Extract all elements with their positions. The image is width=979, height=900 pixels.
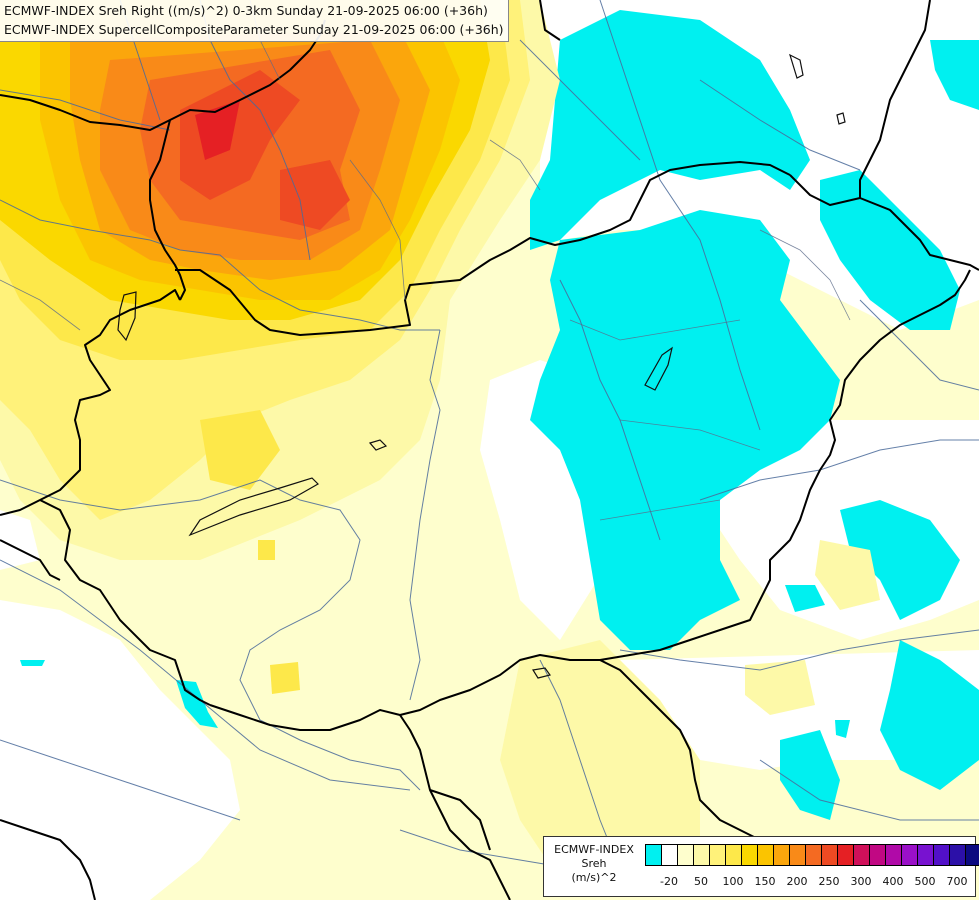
color-legend: ECMWF-INDEX Sreh (m/s)^2 -20 50 100 150 200 2… xyxy=(543,836,979,897)
helicity-positive-areas xyxy=(0,0,880,880)
legend-swatch xyxy=(949,844,966,866)
legend-tick-label: 700 xyxy=(946,875,968,888)
legend-swatch xyxy=(709,844,726,866)
legend-title: ECMWF-INDEX Sreh (m/s)^2 xyxy=(544,843,644,885)
legend-swatch xyxy=(965,844,979,866)
legend-tick-label: -20 xyxy=(660,875,678,888)
legend-tick-label: 100 xyxy=(722,875,744,888)
legend-swatch xyxy=(821,844,838,866)
map-title-box: ECMWF-INDEX Sreh Right ((m/s)^2) 0-3km S… xyxy=(0,0,509,42)
legend-title-line-3: (m/s)^2 xyxy=(571,871,617,884)
legend-swatch xyxy=(645,844,662,866)
legend-swatch xyxy=(789,844,806,866)
legend-swatch xyxy=(661,844,678,866)
legend-tick-label: 150 xyxy=(754,875,776,888)
legend-swatch xyxy=(757,844,774,866)
map-title-line-2: ECMWF-INDEX SupercellCompositeParameter … xyxy=(4,22,504,37)
legend-title-line-2: Sreh xyxy=(581,857,607,870)
legend-tick-label: 500 xyxy=(914,875,936,888)
legend-tick-label: 250 xyxy=(818,875,840,888)
legend-swatch xyxy=(725,844,742,866)
legend-swatch xyxy=(693,844,710,866)
legend-tick-label: 300 xyxy=(850,875,872,888)
legend-swatch xyxy=(677,844,694,866)
legend-swatch xyxy=(885,844,902,866)
legend-title-line-1: ECMWF-INDEX xyxy=(554,843,634,856)
map-title-line-1: ECMWF-INDEX Sreh Right ((m/s)^2) 0-3km S… xyxy=(4,3,488,18)
helicity-negative-areas xyxy=(0,10,979,820)
legend-swatch xyxy=(917,844,934,866)
legend-swatch xyxy=(773,844,790,866)
legend-swatch xyxy=(869,844,886,866)
legend-swatch xyxy=(741,844,758,866)
legend-tick-label: 50 xyxy=(694,875,708,888)
rivers xyxy=(0,0,979,871)
legend-swatch xyxy=(837,844,854,866)
legend-swatch xyxy=(933,844,950,866)
legend-swatch xyxy=(901,844,918,866)
legend-swatch xyxy=(853,844,870,866)
lakes xyxy=(117,53,846,679)
region-boundaries xyxy=(0,0,851,521)
legend-tick-label: 200 xyxy=(786,875,808,888)
legend-tick-label: 400 xyxy=(882,875,904,888)
legend-swatch xyxy=(805,844,822,866)
